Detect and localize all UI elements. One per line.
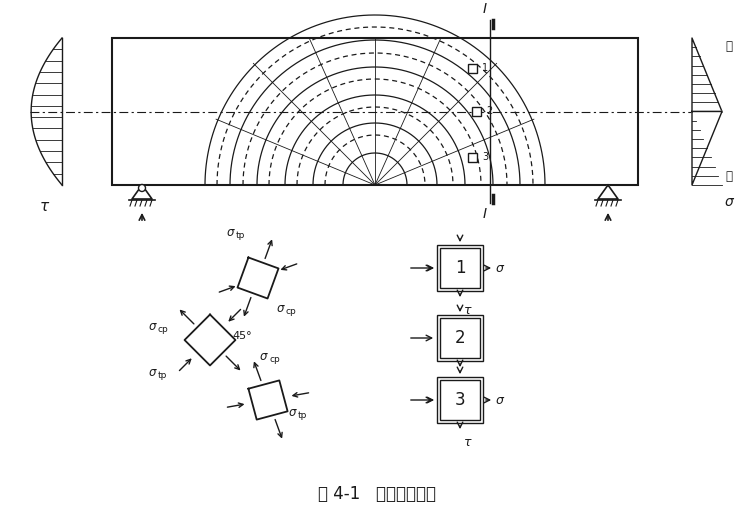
- Text: cp: cp: [286, 306, 297, 316]
- Text: σ: σ: [496, 262, 504, 274]
- Text: σ: σ: [149, 320, 156, 333]
- Bar: [440, 380, 480, 420]
- Text: 45°: 45°: [232, 331, 252, 341]
- Text: τ: τ: [464, 374, 471, 387]
- Text: tp: tp: [298, 411, 308, 419]
- Text: σ: σ: [276, 302, 284, 315]
- Polygon shape: [185, 315, 235, 365]
- Text: I: I: [483, 2, 487, 16]
- Polygon shape: [692, 112, 722, 185]
- Text: 2: 2: [486, 106, 492, 117]
- Polygon shape: [248, 380, 287, 419]
- Bar: [437, 315, 483, 361]
- Text: cp: cp: [269, 355, 280, 363]
- Text: 3: 3: [482, 152, 488, 162]
- Text: 拉: 拉: [725, 170, 732, 183]
- Text: tp: tp: [158, 371, 167, 379]
- Text: 2: 2: [455, 329, 465, 347]
- Bar: [467, 153, 477, 161]
- Bar: [440, 318, 480, 358]
- Text: 1: 1: [455, 259, 465, 277]
- Bar: [440, 248, 480, 288]
- Text: σ: σ: [226, 226, 234, 238]
- Text: 1: 1: [482, 63, 488, 73]
- Text: τ: τ: [40, 199, 49, 214]
- Bar: [471, 107, 480, 116]
- Polygon shape: [238, 258, 278, 299]
- Circle shape: [139, 185, 146, 192]
- Text: cp: cp: [158, 324, 169, 334]
- Text: σ: σ: [725, 195, 734, 209]
- Text: σ: σ: [288, 406, 296, 418]
- Polygon shape: [692, 38, 722, 112]
- Text: τ: τ: [464, 436, 471, 449]
- Text: 3: 3: [455, 391, 465, 409]
- Polygon shape: [132, 185, 152, 199]
- Text: tp: tp: [236, 230, 245, 240]
- Text: σ: σ: [259, 350, 267, 362]
- Bar: [467, 64, 477, 72]
- Text: σ: σ: [496, 394, 504, 407]
- Text: 压: 压: [725, 40, 732, 53]
- Polygon shape: [598, 185, 618, 199]
- Bar: [437, 245, 483, 291]
- Text: I: I: [483, 207, 487, 221]
- Text: 图 4-1   主应力轨迹线: 图 4-1 主应力轨迹线: [318, 485, 436, 503]
- Bar: [437, 377, 483, 423]
- Text: τ: τ: [464, 304, 471, 317]
- Text: σ: σ: [149, 365, 156, 378]
- Bar: [112, 38, 638, 185]
